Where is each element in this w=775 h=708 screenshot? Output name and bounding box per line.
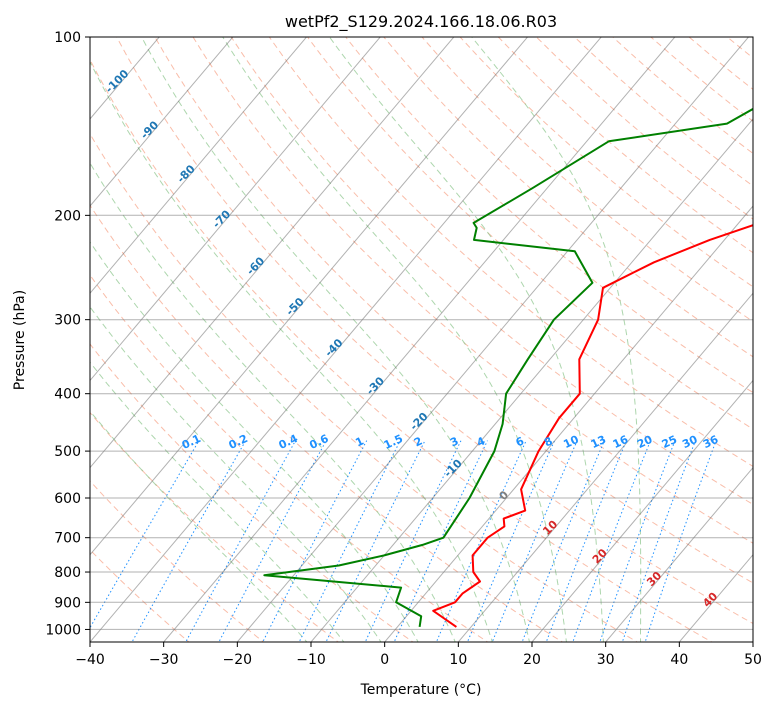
x-tick-label: −10 xyxy=(296,652,326,668)
series-layer xyxy=(263,107,753,628)
temperature-line xyxy=(432,224,753,628)
mixing-ratio-line xyxy=(393,440,488,642)
x-tick-label: −20 xyxy=(223,652,253,668)
y-tick-label: 200 xyxy=(54,208,81,224)
y-tick-label: 500 xyxy=(54,444,81,460)
grid-lines xyxy=(90,37,753,642)
isotherm-line xyxy=(90,37,455,469)
isotherm-line xyxy=(457,292,753,642)
isotherm-line xyxy=(90,37,381,382)
x-tick-label: 40 xyxy=(670,652,688,668)
isotherm-line xyxy=(90,37,602,642)
x-tick-label: 0 xyxy=(380,652,389,668)
y-tick-label: 800 xyxy=(54,565,81,581)
mixing-ratio-label: 13 xyxy=(589,433,608,451)
isotherm-line xyxy=(90,37,234,207)
mixing-ratio-line xyxy=(262,440,368,642)
mixing-ratio-line xyxy=(364,440,462,642)
moist-adiabat xyxy=(90,162,456,642)
dewpoint-line xyxy=(263,107,753,628)
x-tick-label: 20 xyxy=(523,652,541,668)
isotherm-line xyxy=(90,37,308,295)
mixing-ratio-line xyxy=(491,440,578,642)
plot-frame xyxy=(89,36,754,643)
mixing-ratio-line xyxy=(185,440,296,642)
y-tick-label: 100 xyxy=(54,30,81,46)
y-axis-label: Pressure (hPa) xyxy=(12,290,28,390)
mixing-ratio-line xyxy=(545,440,627,642)
isotherm-line xyxy=(605,466,753,642)
mixing-ratio-line xyxy=(90,440,200,629)
y-tick-label: 400 xyxy=(54,387,81,403)
mixing-ratio-label: 16 xyxy=(611,433,631,451)
mixing-ratio-line xyxy=(218,440,327,642)
x-tick-label: −30 xyxy=(149,652,179,668)
dry-adiabat xyxy=(154,37,753,584)
y-tick-label: 600 xyxy=(54,491,81,507)
mixing-ratio-line xyxy=(521,440,605,642)
isotherm-line xyxy=(384,205,753,642)
y-tick-label: 700 xyxy=(54,531,81,547)
dry-adiabat xyxy=(192,37,753,544)
x-tick-label: −40 xyxy=(75,652,105,668)
mixing-ratio-label: 36 xyxy=(701,433,721,451)
isotherm-line xyxy=(310,118,753,642)
x-tick-label: 30 xyxy=(597,652,615,668)
dry-adiabat xyxy=(383,37,753,358)
mixing-ratio-line xyxy=(466,440,556,642)
y-axis-ticks: 100 200 300 400 500 600 700 800 900 1000 xyxy=(45,30,90,638)
isotherm-line xyxy=(90,37,529,556)
x-tick-label: 50 xyxy=(744,652,762,668)
mixing-ratio-line xyxy=(131,440,247,642)
mixing-ratio-label: 30 xyxy=(680,433,700,451)
isotherm-line xyxy=(531,379,753,642)
x-axis-ticks: −40 −30 −20 −10 0 10 20 30 40 50 xyxy=(75,642,762,668)
isotherm-line xyxy=(163,37,676,642)
dry-adiabat xyxy=(116,37,753,625)
x-tick-label: 10 xyxy=(449,652,467,668)
x-axis-label: Temperature (°C) xyxy=(360,682,482,698)
chart-title: wetPf2_S129.2024.166.18.06.R03 xyxy=(285,12,557,32)
isotherm-line xyxy=(236,37,750,642)
y-tick-label: 900 xyxy=(54,595,81,611)
mixing-ratio-label: 10 xyxy=(561,433,581,451)
y-tick-label: 300 xyxy=(54,313,81,329)
dry-adiabat xyxy=(459,37,753,288)
mixing-ratio-label: 20 xyxy=(635,433,655,451)
mixing-ratio-label: 25 xyxy=(660,433,679,451)
dry-adiabat xyxy=(421,37,753,323)
y-tick-label: 1000 xyxy=(45,622,81,638)
dry-adiabat xyxy=(345,37,753,394)
